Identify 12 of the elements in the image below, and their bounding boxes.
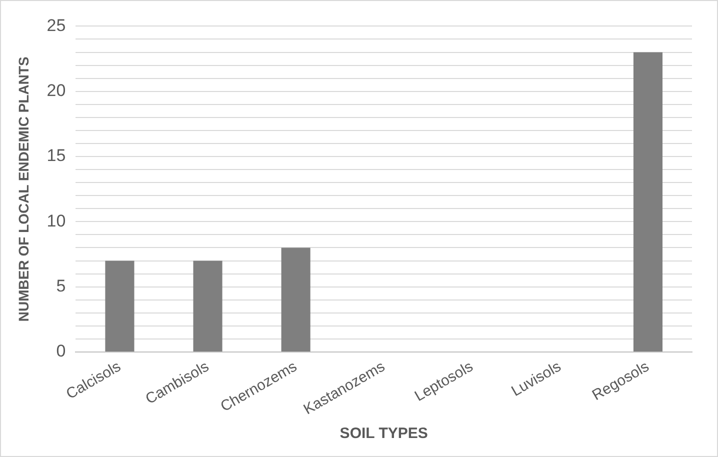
bar [193, 260, 222, 352]
y-tick-label: 15 [46, 146, 66, 166]
x-axis-title: SOIL TYPES [340, 425, 428, 442]
y-tick-label: 20 [46, 81, 66, 100]
y-tick-label: 25 [46, 16, 66, 35]
bar [105, 260, 134, 352]
bar [281, 248, 310, 352]
y-tick-label: 0 [56, 342, 66, 361]
bar [633, 52, 663, 352]
y-tick-label: 5 [56, 276, 66, 296]
y-axis-title: NUMBER OF LOCAL ENDEMIC PLANTS [15, 56, 32, 322]
y-tick-label: 10 [46, 211, 66, 230]
